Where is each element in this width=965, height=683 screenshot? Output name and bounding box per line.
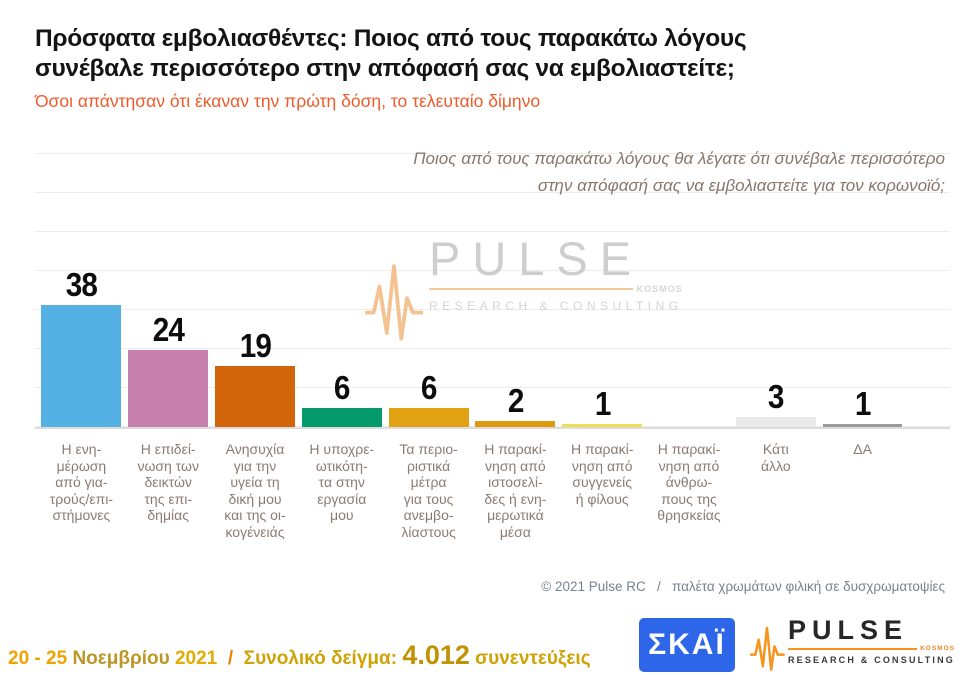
page-subtitle: Όσοι απάντησαν ότι έκαναν την πρώτη δόση…: [35, 90, 541, 111]
bar: [562, 423, 643, 427]
bar-value-label: 19: [239, 327, 271, 365]
watermark-subtitle: RESEARCH & CONSULTING: [429, 299, 683, 313]
date-range: 20 - 25: [8, 648, 68, 669]
pulse-logo-rule-line: [787, 647, 918, 650]
sample-unit: συνεντεύξεις: [475, 648, 591, 669]
bar-value-label: 6: [420, 368, 438, 406]
pulse-watermark-logo: PULSE KOSMOS RESEARCH & CONSULTING: [365, 235, 683, 345]
category-label: Κάτι άλλο: [760, 441, 791, 474]
bar: [215, 366, 295, 427]
date-year: 2021: [174, 648, 218, 669]
category-label: Η παρακί- νηση από άνθρω- πους της θρησκ…: [657, 441, 721, 524]
separator-slash: /: [217, 648, 244, 669]
bar-column: 3: [732, 145, 819, 427]
category-label: Ανησυχία για την υγεία τη δική μου και τ…: [224, 441, 286, 540]
copyright-note: © 2021 Pulse RC / παλέτα χρωμάτων φιλική…: [541, 579, 945, 594]
category-label: Η υποχρε- ωτικότη- τα στην εργασία μου: [309, 441, 375, 524]
category-label: Η επιδεί- νωση των δεικτών της επι- δημί…: [137, 441, 199, 524]
bar-column: 19: [212, 145, 299, 427]
bar-value-label: 3: [767, 378, 785, 416]
heartbeat-icon: [749, 626, 785, 671]
bar-value-label: 24: [152, 311, 185, 349]
bars-row: 38 24 19 6 6 2 1: [38, 145, 906, 427]
survey-question-text: Ποιος από τους παρακάτω λόγους θα λέγατε…: [413, 149, 945, 196]
bar-column: 6: [385, 145, 472, 427]
watermark-tag: KOSMOS: [636, 284, 683, 294]
bar-value-label: 38: [65, 266, 98, 304]
bar-column: [646, 145, 733, 427]
bar-column: 1: [819, 145, 906, 427]
category-label: Τα περιο- ριστικά μέτρα για τους ανεμβο-…: [399, 441, 458, 540]
footer-logos: ΣΚΑΪ PULSE KOSMOS RESEARCH & CONSULTING: [638, 617, 955, 673]
watermark-rule: KOSMOS: [429, 284, 683, 294]
bar: [388, 407, 469, 427]
bar-column: 1: [559, 145, 646, 427]
category-label: Η παρακί- νηση από συγγενείς ή φίλους: [570, 441, 634, 507]
bar-value-label: 1: [854, 384, 872, 422]
sample-info-line: 20 - 25 Νοεμβρίου 2021 / Συνολικό δείγμα…: [8, 640, 591, 671]
pulse-logo-text: PULSE KOSMOS RESEARCH & CONSULTING: [787, 615, 955, 665]
bar: [41, 305, 122, 427]
watermark-brand: PULSE: [429, 232, 644, 285]
pulse-logo-rule: KOSMOS: [787, 645, 955, 652]
category-label: Η ενη- μέρωση από για- τρούς/επι- στήμον…: [49, 441, 114, 524]
pulse-logo-tag: KOSMOS: [920, 645, 955, 652]
bar: [128, 350, 209, 427]
header: Πρόσφατα εμβολιασθέντες: Ποιος από τους …: [35, 24, 747, 112]
sample-value: 4.012: [402, 640, 470, 670]
date-month: Νοεμβρίου: [72, 648, 170, 669]
bar-column: 6: [298, 145, 385, 427]
bar-column: 38: [38, 145, 125, 427]
bar-value-label: 2: [507, 381, 525, 419]
page-title: Πρόσφατα εμβολιασθέντες: Ποιος από τους …: [35, 25, 747, 82]
sample-label: Συνολικό δείγμα:: [243, 648, 398, 669]
bar: [475, 420, 556, 427]
chart-plot: Ποιος από τους παρακάτω λόγους θα λέγατε…: [35, 145, 950, 429]
watermark-rule-line: [429, 288, 633, 290]
bar-value-label: 6: [333, 368, 351, 406]
category-label: Η παρακί- νηση από ιστοσελί- δες ή ενη- …: [484, 441, 547, 540]
category-label: ΔΑ: [853, 441, 872, 457]
heartbeat-icon: [365, 264, 423, 341]
bar: [822, 423, 903, 427]
bar-column: 2: [472, 145, 559, 427]
bar-column: 24: [125, 145, 212, 427]
watermark-text: PULSE KOSMOS RESEARCH & CONSULTING: [429, 235, 683, 313]
category-labels-row: Η ενη- μέρωση από για- τρούς/επι- στήμον…: [38, 427, 906, 540]
bar-value-label: 1: [594, 384, 611, 422]
pulse-logo-brand: PULSE: [787, 615, 908, 645]
skai-logo: ΣΚΑΪ: [638, 618, 735, 672]
bar: [301, 407, 382, 427]
pulse-logo-subtitle: RESEARCH & CONSULTING: [787, 655, 955, 665]
bar: [735, 417, 816, 427]
pulse-logo: PULSE KOSMOS RESEARCH & CONSULTING: [749, 617, 955, 673]
